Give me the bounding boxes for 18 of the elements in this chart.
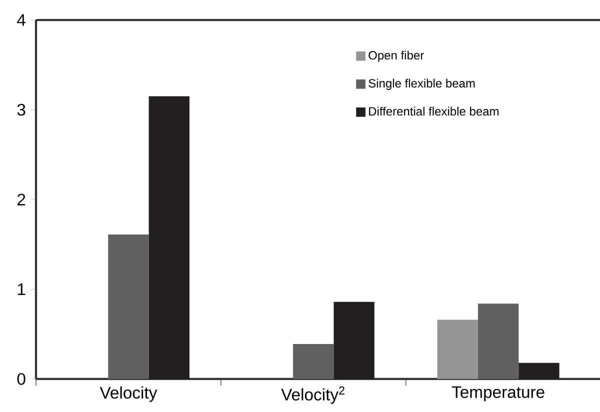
y-tick-label: 4: [17, 14, 26, 26]
y-tick-label: 3: [17, 104, 26, 116]
bar: [518, 362, 560, 379]
y-tick-label: 0: [17, 373, 26, 385]
x-tick-label: Velocity$^{2}$: [281, 386, 344, 404]
bar: [108, 234, 149, 379]
bar: [148, 96, 190, 379]
bar: [293, 344, 334, 379]
y-tick-label: 1: [18, 284, 26, 295]
x-tick-label: Temperature: [452, 386, 544, 402]
y-tick-label: 2: [18, 194, 26, 206]
bar: [334, 302, 374, 379]
x-tick-label: Velocity: [100, 386, 158, 402]
legend-label: Single flexible beam: [368, 78, 475, 90]
bar: [478, 304, 519, 379]
legend-label: Open fiber: [368, 50, 424, 62]
legend-label: Differential flexible beam: [369, 106, 498, 116]
bar: [437, 320, 478, 379]
